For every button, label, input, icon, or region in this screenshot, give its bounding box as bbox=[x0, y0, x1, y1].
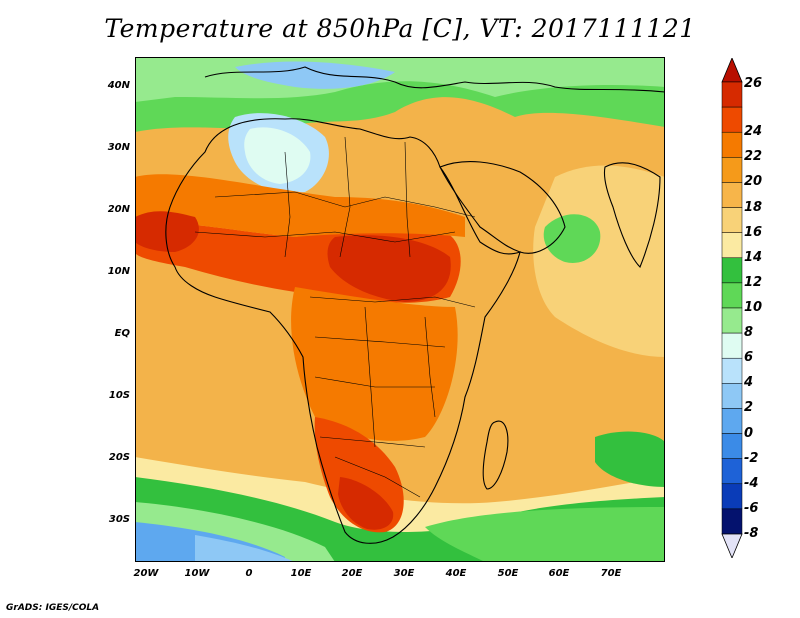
colorbar-tick-label: 6 bbox=[744, 350, 754, 366]
colorbar-tick-label: -4 bbox=[744, 475, 759, 491]
lon-label: 50E bbox=[497, 568, 519, 579]
colorbar-bottom-arrow bbox=[721, 533, 743, 558]
sahel-border bbox=[194, 231, 456, 243]
colorbar-tick-label: 14 bbox=[744, 249, 763, 265]
arabian-peninsula-outline bbox=[439, 161, 566, 254]
central-meridian-border bbox=[364, 306, 376, 448]
central-border bbox=[309, 296, 476, 308]
colorbar-swatch bbox=[721, 383, 743, 409]
colorbar-tick-label: 4 bbox=[744, 375, 754, 391]
lon-label: 60E bbox=[548, 568, 570, 579]
lat-label: 30N bbox=[107, 142, 130, 153]
lon-label: 0 bbox=[245, 568, 253, 579]
central-africa-orange bbox=[291, 287, 458, 441]
colorbar-swatch bbox=[721, 207, 743, 233]
arabian-sea-light-zone bbox=[533, 165, 665, 357]
lat-label: 30S bbox=[108, 514, 130, 525]
colorbar-tick-label: -6 bbox=[744, 500, 759, 516]
lon-label: 10E bbox=[290, 568, 312, 579]
colorbar-top-arrow bbox=[721, 58, 743, 83]
coastlines bbox=[165, 66, 665, 544]
country-borders bbox=[194, 136, 476, 498]
europe-coastline bbox=[204, 66, 665, 93]
southern-africa-red-core bbox=[338, 477, 394, 530]
lat-label: EQ bbox=[114, 328, 130, 339]
lon-label: 20E bbox=[341, 568, 363, 579]
colorbar-tick-label: 16 bbox=[744, 224, 763, 240]
lon-label: 30E bbox=[393, 568, 415, 579]
lon-label: 40E bbox=[445, 568, 467, 579]
colorbar-swatch bbox=[721, 131, 743, 158]
lon-label: 20W bbox=[133, 568, 159, 579]
colorbar-swatch bbox=[721, 433, 743, 459]
libya-chad-border bbox=[339, 136, 351, 258]
colorbar-tick-label: 12 bbox=[744, 274, 763, 290]
colorbar-swatch bbox=[721, 458, 743, 485]
colorbar-swatch bbox=[721, 408, 743, 434]
colorbar-swatch bbox=[721, 483, 743, 510]
colorbar-swatch bbox=[721, 282, 743, 309]
southern-lightblue-band bbox=[195, 535, 295, 562]
lat-label: 20N bbox=[107, 204, 130, 215]
colorbar-swatch bbox=[721, 508, 743, 535]
colorbar-swatch bbox=[721, 357, 743, 384]
angola-zambia-border bbox=[314, 376, 435, 388]
arabian-sea-green-patch bbox=[543, 214, 601, 263]
colorbar-tick-label: 26 bbox=[744, 76, 763, 91]
algeria-mali-border bbox=[284, 151, 291, 258]
credits-footer: GrADS: IGES/COLA bbox=[6, 603, 100, 613]
colorbar-tick-label: -2 bbox=[744, 450, 759, 466]
congo-border bbox=[314, 336, 446, 348]
indian-ocean-green-patch bbox=[595, 431, 665, 487]
colorbar-swatch bbox=[721, 307, 743, 334]
colorbar-tick-label: 2 bbox=[744, 400, 754, 416]
sahara-border bbox=[214, 191, 476, 218]
south-africa-border bbox=[334, 456, 421, 498]
lat-label: 10S bbox=[108, 390, 130, 401]
lat-label: 40N bbox=[107, 80, 130, 91]
lon-label: 10W bbox=[184, 568, 210, 579]
northwest-blue-zone bbox=[235, 61, 395, 89]
central-hot-core bbox=[327, 235, 451, 302]
colorbar-tick-label: 22 bbox=[744, 149, 763, 165]
egypt-sudan-border bbox=[404, 141, 411, 258]
colorbar-tick-label: 10 bbox=[744, 300, 763, 315]
india-outline bbox=[603, 162, 661, 268]
great-lakes-border bbox=[424, 316, 436, 418]
colorbar-swatch bbox=[721, 332, 743, 359]
temperature-map bbox=[135, 57, 665, 562]
colorbar-swatch bbox=[721, 257, 743, 284]
lon-label: 70E bbox=[600, 568, 622, 579]
west-coast-hot-zone bbox=[135, 211, 199, 252]
southeast-green-band bbox=[425, 507, 665, 562]
temperature-field bbox=[135, 57, 665, 562]
map-title: Temperature at 850hPa [C], VT: 201711112… bbox=[104, 14, 696, 43]
colorbar-tick-label: 18 bbox=[744, 199, 763, 215]
sahara-cold-core bbox=[244, 127, 311, 184]
colorbar-swatch bbox=[721, 157, 743, 183]
colorbar-swatch bbox=[721, 106, 743, 133]
colorbar-tick-label: 8 bbox=[744, 325, 754, 341]
colorbar-swatch bbox=[721, 81, 743, 108]
lat-label: 20S bbox=[108, 452, 130, 463]
madagascar-outline bbox=[482, 420, 509, 490]
colorbar bbox=[721, 58, 743, 558]
colorbar-swatch bbox=[721, 182, 743, 208]
lat-label: 10N bbox=[107, 266, 130, 277]
colorbar-tick-label: 20 bbox=[744, 174, 763, 190]
sahel-orange-band bbox=[135, 174, 465, 237]
colorbar-tick-label: 0 bbox=[744, 425, 754, 441]
namibia-botswana-border bbox=[319, 436, 426, 448]
colorbar-tick-label: -8 bbox=[744, 526, 759, 541]
africa-coastline bbox=[165, 118, 521, 544]
colorbar-swatch bbox=[721, 232, 743, 259]
colorbar-tick-label: 24 bbox=[744, 124, 763, 140]
